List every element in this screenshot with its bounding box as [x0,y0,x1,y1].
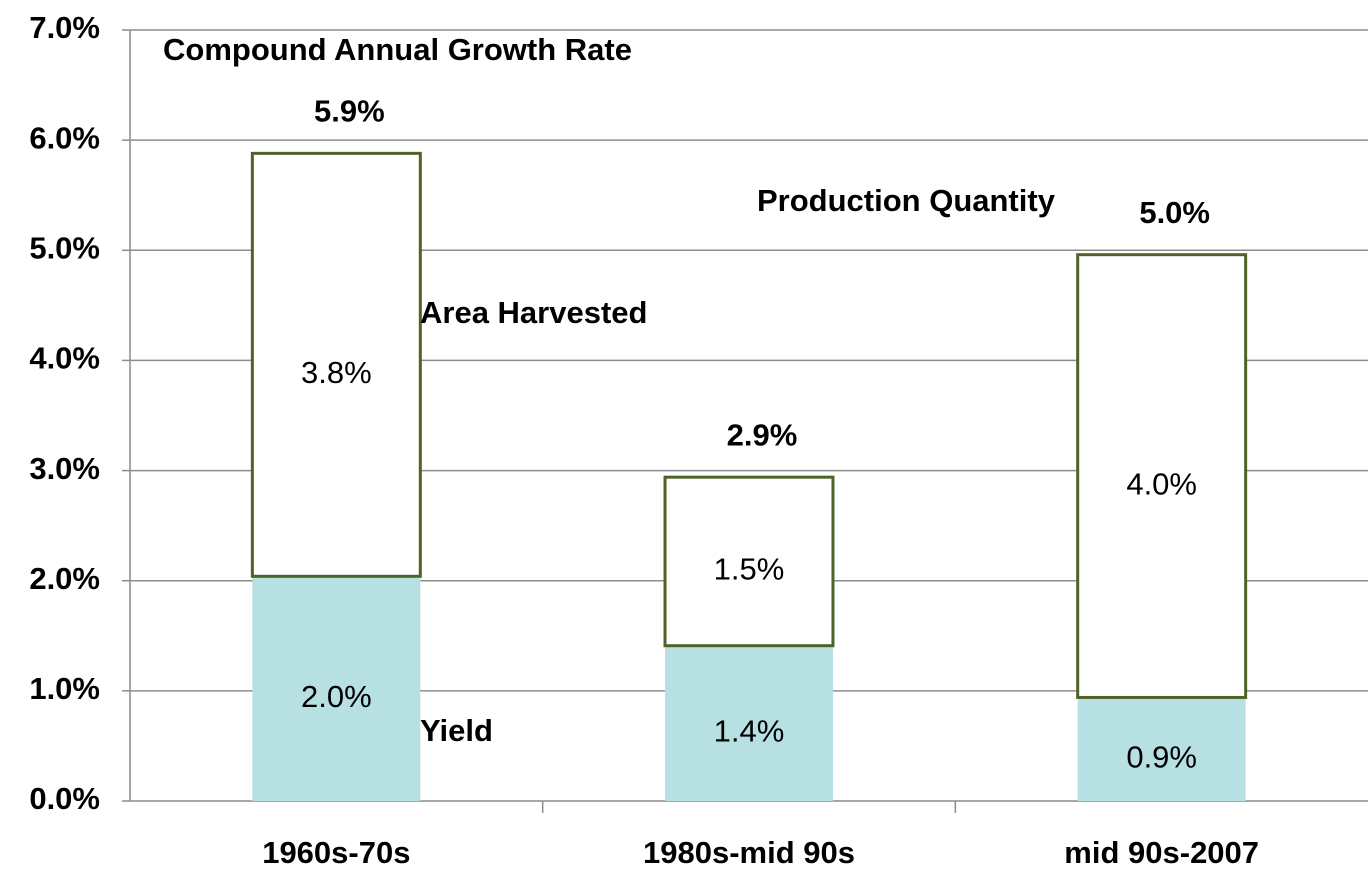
bar-segment [1077,697,1246,801]
data-label: 0.9% [1126,739,1197,774]
bar-segment [252,576,421,801]
chart-title: Compound Annual Growth Rate [163,32,632,67]
bar-segment [250,151,422,578]
series-label: Yield [420,713,493,748]
y-tick-label: 1.0% [29,671,100,706]
y-tick-label: 7.0% [29,10,100,45]
bar-segment [663,475,835,648]
data-label: 1.4% [714,714,785,749]
y-tick-label: 5.0% [29,230,100,265]
data-label: 4.0% [1126,466,1197,501]
total-label: 5.9% [314,94,385,129]
y-tick-label: 6.0% [29,120,100,155]
total-label: 5.0% [1139,195,1210,230]
x-tick-label: mid 90s-2007 [1064,835,1259,870]
data-label: 3.8% [301,355,372,390]
y-tick-label: 0.0% [29,781,100,816]
bar-segment [665,645,833,801]
y-tick-label: 4.0% [29,341,100,376]
total-label: 2.9% [727,417,798,452]
data-label: 2.0% [301,679,372,714]
y-tick-label: 2.0% [29,561,100,596]
data-label: 1.5% [714,552,785,587]
series-label: Area Harvested [420,295,647,330]
x-tick-label: 1960s-70s [262,835,410,870]
y-tick-label: 3.0% [29,451,100,486]
x-tick-label: 1980s-mid 90s [643,835,855,870]
bar-segment [1076,253,1248,699]
annotation: Production Quantity [757,183,1056,218]
